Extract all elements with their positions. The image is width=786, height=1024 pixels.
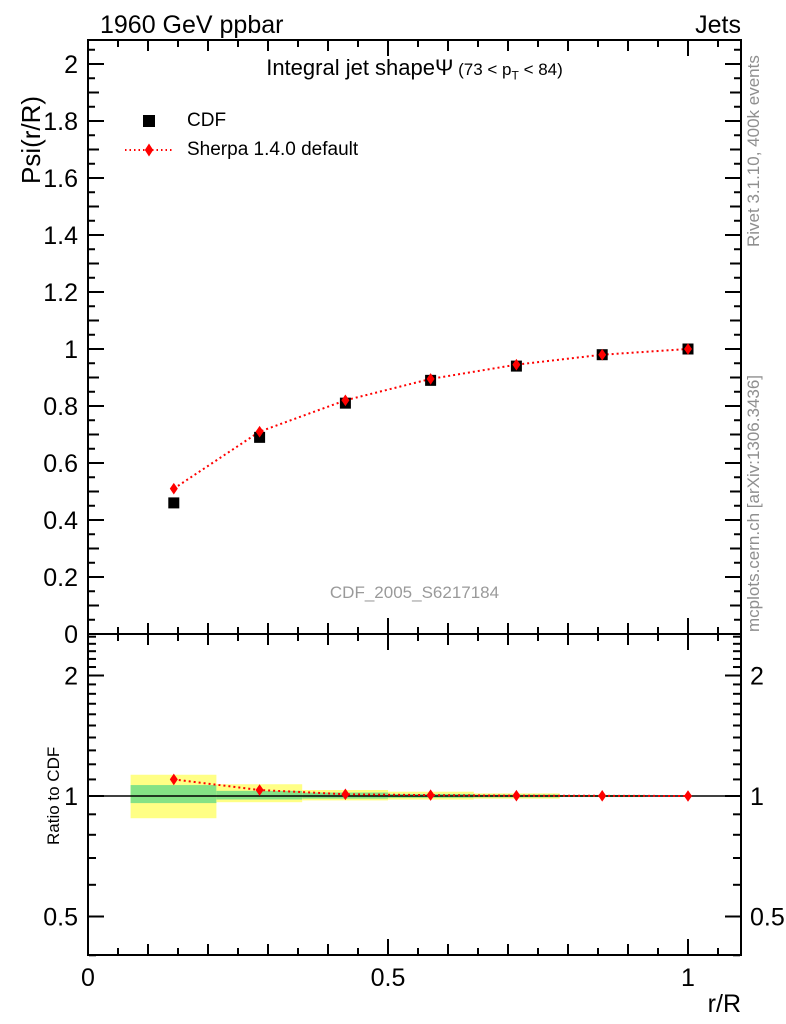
sherpa-line-top xyxy=(173,348,689,490)
sherpa-marker xyxy=(684,343,692,355)
ytick-label: 1.4 xyxy=(43,222,78,250)
sherpa-marker xyxy=(684,790,692,802)
sherpa-marker xyxy=(169,773,178,786)
xtick-label: 0 xyxy=(81,964,95,992)
ytick-label: 0.4 xyxy=(43,507,78,535)
ratio-panel-frame xyxy=(87,633,742,956)
cut-pre: (73 < p xyxy=(453,60,512,79)
pt-subscript: T xyxy=(511,68,519,83)
axis-ticks xyxy=(89,41,740,957)
analysis-type-label: Jets xyxy=(695,11,741,39)
cdf-markers-top xyxy=(168,343,694,509)
ytick-label: 1.6 xyxy=(43,165,78,193)
cut-post: < 84) xyxy=(518,60,563,79)
ytick-label: 1.8 xyxy=(43,108,78,136)
analysis-id-watermark: CDF_2005_S6217184 xyxy=(329,583,500,602)
legend-item-cdf: CDF xyxy=(124,106,358,135)
ytick-label: 2 xyxy=(64,51,78,79)
ratio-ytick-label-left: 2 xyxy=(64,663,78,691)
plot-title: Integral jet shapeΨ (73 < pT < 84) xyxy=(88,55,741,82)
plot-title-main: Integral jet shapeΨ xyxy=(266,55,454,80)
ratio-ytick-label-right: 1 xyxy=(750,783,764,811)
sherpa-marker xyxy=(169,482,178,495)
x-axis-label: r/R xyxy=(707,990,741,1018)
sherpa-markers-ratio xyxy=(169,773,692,802)
ytick-label: 0.2 xyxy=(43,564,78,592)
sherpa-marker xyxy=(512,789,521,802)
sherpa-markers-top xyxy=(169,343,692,495)
ratio-ytick-label-left: 0.5 xyxy=(43,904,78,932)
ytick-label: 0 xyxy=(64,621,78,649)
sherpa-marker xyxy=(598,790,607,802)
sherpa-marker xyxy=(255,425,264,438)
legend-label-sherpa: Sherpa 1.4.0 default xyxy=(187,138,359,160)
sherpa-marker xyxy=(598,348,607,361)
mcplots-reference-label: mcplots.cern.ch [arXiv:1306.3436] xyxy=(744,374,763,632)
y-axis-label-top: Psi(r/R) xyxy=(16,95,46,184)
cdf-marker xyxy=(168,497,180,509)
ratio-ytick-label-right: 0.5 xyxy=(750,904,785,932)
sherpa-marker xyxy=(341,394,350,407)
ytick-label: 0.8 xyxy=(43,393,78,421)
legend-label-cdf: CDF xyxy=(187,109,227,131)
xtick-label: 0.5 xyxy=(371,964,406,992)
sherpa-marker xyxy=(512,358,521,371)
tick-labels: 2 1.8 1.6 1.4 1.2 1 0.8 0.6 0.4 0.2 0 0 0.5 1 2 2 1 1 0.5 0… xyxy=(43,51,785,992)
y-axis-label-ratio: Ratio to CDF xyxy=(44,746,63,845)
legend-item-sherpa: Sherpa 1.4.0 default xyxy=(124,135,358,164)
sherpa-diamond-icon xyxy=(124,142,174,158)
rivet-version-label: Rivet 3.1.10, 400k events xyxy=(744,55,763,247)
sherpa-marker xyxy=(426,789,435,801)
ratio-ytick-label-left: 1 xyxy=(64,783,78,811)
sherpa-marker xyxy=(341,788,350,801)
plot-title-cut: (73 < pT < 84) xyxy=(453,60,563,83)
sherpa-marker xyxy=(426,373,435,385)
ytick-label: 1 xyxy=(64,336,78,364)
sherpa-marker xyxy=(255,784,264,796)
ytick-label: 0.6 xyxy=(43,450,78,478)
ytick-label: 1.2 xyxy=(43,279,78,307)
xtick-label: 1 xyxy=(681,964,695,992)
ratio-ytick-label-right: 2 xyxy=(750,663,764,691)
cdf-square-icon xyxy=(124,113,174,129)
beam-energy-label: 1960 GeV ppbar xyxy=(100,11,284,39)
band-inner xyxy=(130,785,217,804)
legend: CDF Sherpa 1.4.0 default xyxy=(124,106,358,164)
